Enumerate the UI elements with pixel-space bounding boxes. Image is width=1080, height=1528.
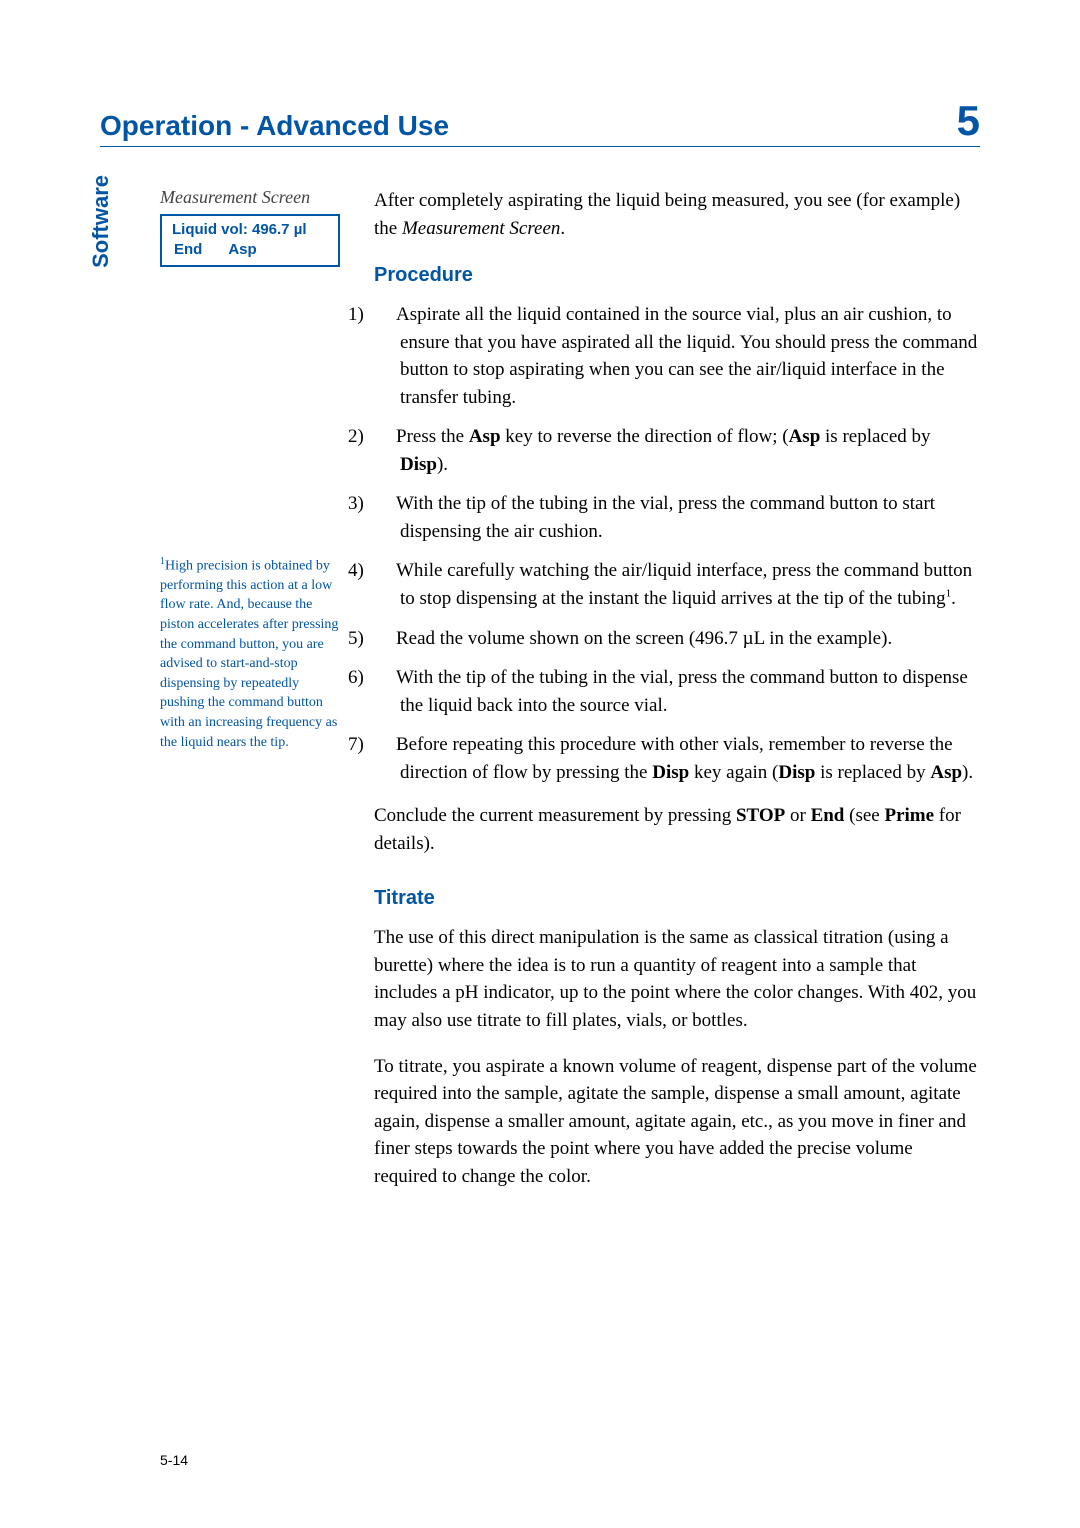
s4b: .: [951, 588, 956, 609]
right-column: After completely aspirating the liquid b…: [374, 187, 980, 1208]
screen-line-2: End Asp: [172, 240, 330, 260]
left-column: Measurement Screen Liquid vol: 496.7 µl …: [100, 187, 340, 1208]
screen-caption: Measurement Screen: [160, 187, 340, 208]
s7c: key again (: [689, 762, 778, 783]
ca: Conclude the current measurement by pres…: [374, 805, 736, 826]
s2f: Disp: [400, 454, 437, 475]
s2a: Press the: [396, 426, 469, 447]
cd: End: [811, 805, 845, 826]
step-3-text: With the tip of the tubing in the vial, …: [396, 493, 935, 542]
step-6: 6)With the tip of the tubing in the vial…: [374, 664, 980, 719]
s2b: Asp: [469, 426, 501, 447]
screen-btn-end: End: [174, 240, 202, 260]
step-2: 2)Press the Asp key to reverse the direc…: [374, 423, 980, 478]
step-6-text: With the tip of the tubing in the vial, …: [396, 667, 968, 716]
s7g: ).: [962, 762, 973, 783]
s7e: is replaced by: [815, 762, 930, 783]
step-7: 7)Before repeating this procedure with o…: [374, 731, 980, 786]
step-3: 3)With the tip of the tubing in the vial…: [374, 490, 980, 545]
header-row: Operation - Advanced Use 5: [100, 100, 980, 147]
s2e: is replaced by: [820, 426, 930, 447]
screen-line-1: Liquid vol: 496.7 µl: [172, 220, 330, 240]
intro-em: Measurement Screen: [402, 218, 560, 239]
footnote-text: High precision is obtained by performing…: [160, 558, 338, 749]
procedure-list: 1)Aspirate all the liquid contained in t…: [374, 301, 980, 786]
ce: (see: [844, 805, 884, 826]
intro-text-b: .: [560, 218, 565, 239]
titrate-heading: Titrate: [374, 887, 980, 910]
step-1-text: Aspirate all the liquid contained in the…: [396, 304, 977, 408]
measurement-screen-box: Liquid vol: 496.7 µl End Asp: [160, 214, 340, 267]
s2c: key to reverse the direction of flow; (: [501, 426, 789, 447]
intro-paragraph: After completely aspirating the liquid b…: [374, 187, 980, 242]
chapter-title: Operation - Advanced Use: [100, 110, 449, 142]
step-1: 1)Aspirate all the liquid contained in t…: [374, 301, 980, 411]
s2g: ).: [437, 454, 448, 475]
side-tab-label: Software: [88, 175, 114, 268]
screen-btn-asp: Asp: [228, 240, 256, 260]
s7b: Disp: [652, 762, 689, 783]
conclude-paragraph: Conclude the current measurement by pres…: [374, 802, 980, 857]
s7d: Disp: [778, 762, 815, 783]
footnote: 1High precision is obtained by performin…: [160, 555, 340, 753]
page: Operation - Advanced Use 5 Software Meas…: [0, 0, 1080, 1528]
s7f: Asp: [930, 762, 962, 783]
chapter-number: 5: [957, 100, 980, 142]
cb: STOP: [736, 805, 785, 826]
cf: Prime: [884, 805, 934, 826]
cc: or: [785, 805, 810, 826]
step-5: 5)Read the volume shown on the screen (4…: [374, 625, 980, 653]
s4a: While carefully watching the air/liquid …: [396, 560, 972, 609]
s2d: Asp: [789, 426, 821, 447]
step-5-text: Read the volume shown on the screen (496…: [396, 628, 892, 649]
procedure-heading: Procedure: [374, 264, 980, 287]
titrate-p2: To titrate, you aspirate a known volume …: [374, 1053, 980, 1191]
content-columns: Measurement Screen Liquid vol: 496.7 µl …: [100, 187, 980, 1208]
step-4: 4)While carefully watching the air/liqui…: [374, 557, 980, 612]
titrate-p1: The use of this direct manipulation is t…: [374, 924, 980, 1034]
page-number: 5-14: [160, 1452, 188, 1468]
